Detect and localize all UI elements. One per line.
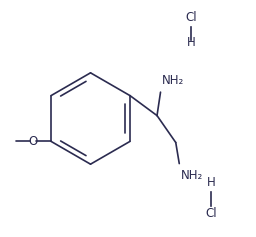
Text: O: O — [29, 135, 38, 148]
Text: H: H — [207, 176, 216, 189]
Text: Cl: Cl — [205, 207, 217, 220]
Text: Cl: Cl — [185, 11, 197, 24]
Text: NH₂: NH₂ — [180, 169, 203, 182]
Text: H: H — [187, 36, 196, 49]
Text: NH₂: NH₂ — [162, 74, 184, 87]
